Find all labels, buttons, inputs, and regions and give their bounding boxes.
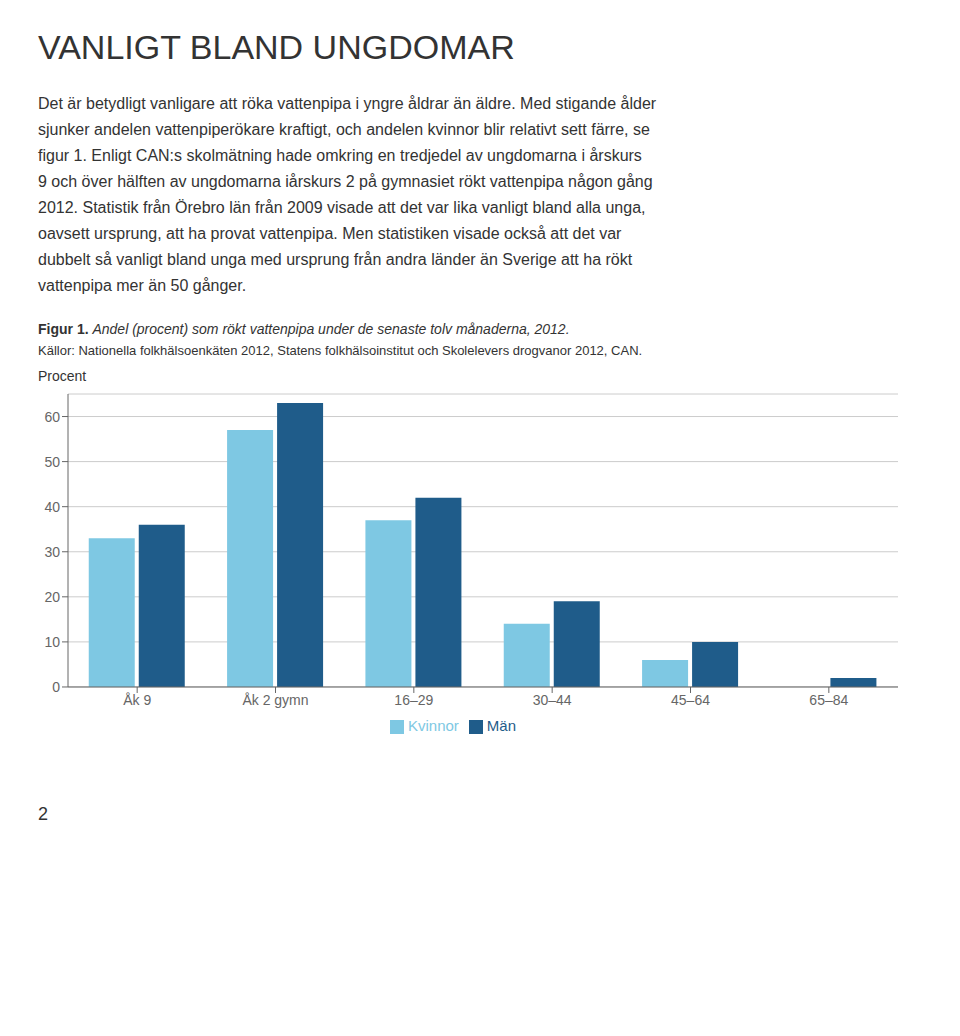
svg-text:40: 40 bbox=[44, 499, 60, 515]
svg-text:30–44: 30–44 bbox=[533, 692, 572, 708]
html-text:oavsett ursprung, att ha prova: oavsett ursprung, att ha provat vattenpi… bbox=[38, 225, 622, 242]
svg-text:10: 10 bbox=[44, 634, 60, 650]
html-text:2: 2 bbox=[38, 804, 48, 824]
html-text:VANLIGT BLAND UNGDOMAR: VANLIGT BLAND UNGDOMAR bbox=[38, 28, 515, 66]
svg-text:30: 30 bbox=[44, 544, 60, 560]
svg-text:Åk 2 gymn: Åk 2 gymn bbox=[242, 692, 308, 708]
html-text:9 och över hälften av ungdomar: 9 och över hälften av ungdomarna iårskur… bbox=[38, 173, 653, 190]
svg-text:60: 60 bbox=[44, 409, 60, 425]
svg-text:Åk 9: Åk 9 bbox=[123, 692, 151, 708]
svg-text:65–84: 65–84 bbox=[809, 692, 848, 708]
html-text:Kvinnor: Kvinnor bbox=[408, 717, 459, 734]
html-text:sjunker andelen vattenpiperöka: sjunker andelen vattenpiperökare kraftig… bbox=[38, 121, 650, 138]
html-text:vattenpipa mer än 50 gånger.: vattenpipa mer än 50 gånger. bbox=[38, 277, 247, 294]
svg-text:20: 20 bbox=[44, 589, 60, 605]
html-text:2012. Statistik från Örebro lä: 2012. Statistik från Örebro län från 200… bbox=[38, 199, 646, 216]
svg-text:16–29: 16–29 bbox=[394, 692, 433, 708]
svg-text:45–64: 45–64 bbox=[671, 692, 710, 708]
html-text:Källor: Nationella folkhälsoen: Källor: Nationella folkhälsoenkäten 2012… bbox=[38, 343, 643, 358]
html-text:Figur 1. Andel (procent) som r: Figur 1. Andel (procent) som rökt vatten… bbox=[38, 321, 570, 337]
html-text:Män: Män bbox=[486, 717, 516, 734]
html-text:figur 1. Enligt CAN:s skolmätn: figur 1. Enligt CAN:s skolmätning hade o… bbox=[38, 147, 642, 164]
html-text:Det är betydligt vanligare att: Det är betydligt vanligare att röka vatt… bbox=[38, 95, 657, 112]
html-text:Procent: Procent bbox=[38, 368, 87, 384]
html-text:dubbelt så vanligt bland unga: dubbelt så vanligt bland unga med urspru… bbox=[38, 251, 633, 268]
svg-text:0: 0 bbox=[52, 679, 60, 695]
svg-text:50: 50 bbox=[44, 454, 60, 470]
